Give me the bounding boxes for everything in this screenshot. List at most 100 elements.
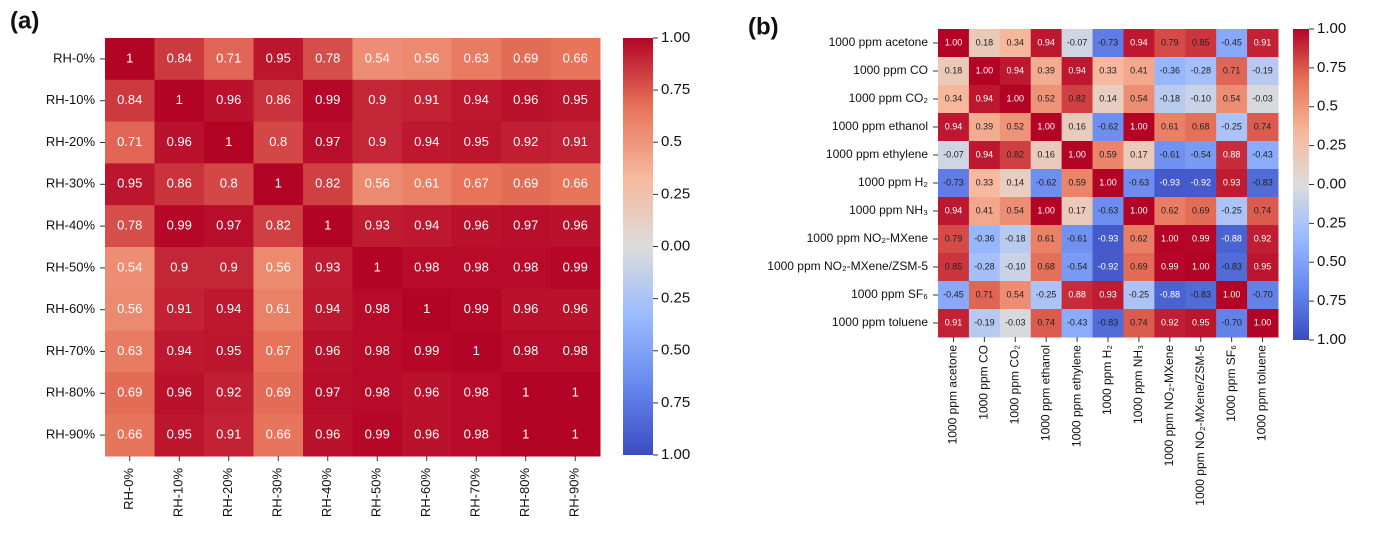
heatmap-cell [253, 247, 304, 290]
cell-label: 0.39 [976, 121, 994, 131]
cell-label: 0.74 [1254, 205, 1272, 215]
heatmap-cell [1123, 197, 1155, 226]
heatmap-cell [303, 288, 353, 332]
heatmap-cell [154, 163, 205, 206]
heatmap-cell [1154, 57, 1186, 86]
heatmap-cell [303, 330, 353, 373]
heatmap-cell [402, 247, 452, 290]
heatmap-cell [402, 372, 452, 415]
heatmap-cell [938, 141, 970, 170]
cell-label: -0.61 [1160, 149, 1181, 159]
cell-label: -0.73 [1098, 37, 1119, 47]
heatmap-cell [253, 414, 304, 457]
heatmap-cell [1092, 113, 1124, 142]
heatmap-cell [204, 372, 254, 415]
cell-label: -0.25 [1129, 289, 1150, 299]
heatmap-cell [154, 247, 205, 290]
cell-label: 0.94 [976, 93, 994, 103]
heatmap-cell [154, 121, 205, 164]
heatmap-cell [303, 247, 353, 290]
heatmap-cell [550, 288, 601, 332]
heatmap-cell [1030, 29, 1063, 58]
cell-label: 0.54 [1007, 205, 1025, 215]
cell-label: 0.54 [365, 50, 390, 65]
heatmap-cell [938, 225, 970, 254]
cell-label: -0.25 [1221, 121, 1242, 131]
y-tick-label: 1000 ppm ethylene [826, 147, 928, 161]
cell-label: 0.98 [513, 343, 538, 358]
cell-label: 0.34 [1007, 37, 1025, 47]
heatmap-cell [303, 372, 353, 415]
cell-label: -0.73 [943, 177, 964, 187]
heatmap-cell [999, 85, 1032, 114]
heatmap-cell [1216, 169, 1248, 198]
heatmap-cell [1154, 197, 1186, 226]
cell-label: 0.98 [464, 385, 489, 400]
cell-label: 0.69 [117, 385, 142, 400]
y-tick-label: RH-80% [46, 385, 96, 400]
x-tick-label: RH-80% [517, 468, 532, 518]
cell-label: -0.45 [1221, 37, 1242, 47]
cell-label: -0.70 [1252, 289, 1273, 299]
cell-label: 0.71 [117, 134, 142, 149]
cell-label: 1 [473, 343, 480, 358]
heatmap-cell [968, 57, 1001, 86]
cell-label: 0.74 [1130, 317, 1148, 327]
cell-label: 0.95 [216, 343, 241, 358]
heatmap-cell [999, 141, 1032, 170]
heatmap-cell [968, 113, 1001, 142]
cell-label: 0.54 [1223, 93, 1241, 103]
cell-label: 1.00 [1130, 205, 1148, 215]
cell-label: 0.91 [945, 317, 963, 327]
heatmap-cell [550, 121, 601, 164]
cell-label: 0.69 [1130, 261, 1148, 271]
cell-label: 0.17 [1068, 205, 1086, 215]
heatmap-cell [154, 38, 205, 81]
heatmap-cell [1185, 197, 1217, 226]
heatmap-cell [1092, 29, 1124, 58]
y-tick-label: 1000 ppm NO₂-MXene [807, 231, 929, 245]
cell-label: -0.54 [1190, 149, 1211, 159]
cell-label: 0.8 [220, 176, 238, 191]
cell-label: 0.59 [1099, 149, 1117, 159]
cell-label: 0.69 [513, 176, 538, 191]
cell-label: -0.19 [974, 317, 995, 327]
heatmap-cell [1154, 253, 1186, 282]
cell-label: 0.66 [266, 427, 291, 442]
cell-label: 0.56 [365, 176, 390, 191]
cell-label: -0.19 [1252, 65, 1273, 75]
cell-label: 0.99 [563, 259, 588, 274]
heatmap-cell [1247, 113, 1279, 142]
heatmap-cell [105, 79, 155, 123]
heatmap-cell [999, 169, 1032, 198]
cell-label: 0.56 [414, 50, 439, 65]
cell-label: 0.98 [365, 343, 390, 358]
x-tick-label: RH-20% [220, 468, 235, 518]
cell-label: 0.93 [1223, 177, 1241, 187]
heatmap-cell [451, 163, 502, 206]
cell-label: 0.71 [216, 50, 241, 65]
x-tick-label: RH-50% [369, 468, 384, 518]
cell-label: -0.62 [1098, 121, 1119, 131]
cell-label: 0.91 [216, 427, 241, 442]
cell-label: -0.88 [1160, 289, 1181, 299]
cell-label: -0.88 [1221, 233, 1242, 243]
heatmap-cell [1185, 225, 1217, 254]
x-tick-label: 1000 ppm NH₃ [1131, 345, 1145, 424]
y-tick-label: 1000 ppm CO [853, 63, 928, 77]
heatmap-cell [1154, 141, 1186, 170]
cell-label: 0.67 [464, 176, 489, 191]
colorbar-tick-label: 0.5 [661, 133, 682, 150]
heatmap-cell [501, 414, 551, 457]
heatmap-cell [253, 205, 304, 248]
x-tick-label: 1000 ppm ethylene [1069, 345, 1083, 447]
heatmap-cell [402, 121, 452, 164]
cell-label: 0.94 [315, 301, 340, 316]
heatmap-cell [1185, 309, 1217, 338]
cell-label: 0.98 [464, 427, 489, 442]
heatmap-cell [253, 288, 304, 332]
cell-label: 0.92 [513, 134, 538, 149]
cell-label: 0.98 [464, 259, 489, 274]
heatmap-cell [1030, 225, 1063, 254]
